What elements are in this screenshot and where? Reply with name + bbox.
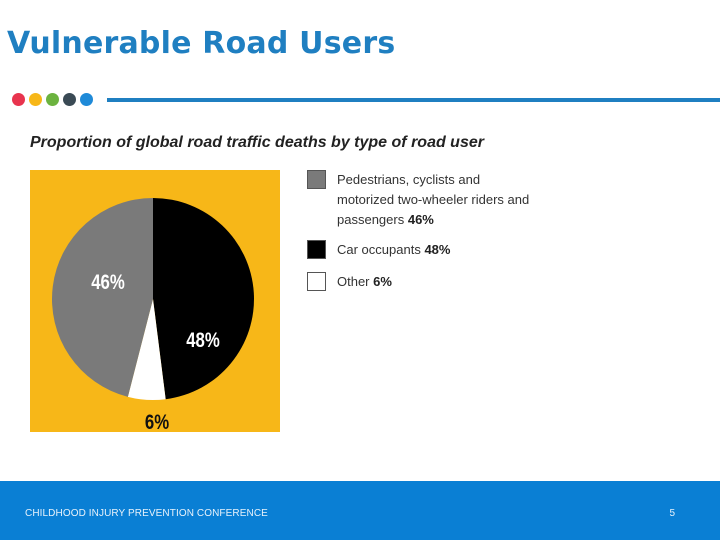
pie-slice-pedestrians — [51, 198, 153, 397]
header-dot-2 — [29, 93, 42, 106]
pie-data-label-2: 6% — [145, 411, 169, 432]
legend-label-pedestrians: Pedestrians, cyclists and motorized two-… — [337, 172, 530, 227]
legend-item-car-occupants: Car occupants 48% — [307, 240, 532, 260]
header-dot-1 — [12, 93, 25, 106]
pie-data-label-3: 46% — [91, 271, 125, 294]
decorative-dots — [12, 93, 97, 106]
pie-chart: 48% 6% 46% — [51, 198, 255, 432]
header-dot-4 — [63, 93, 76, 106]
pie-slice-other — [127, 299, 166, 400]
legend-swatch-pedestrians — [307, 170, 326, 189]
header-dot-5 — [80, 93, 93, 106]
legend-label-other: Other — [337, 274, 370, 289]
legend-value-car-occupants: 48% — [424, 242, 451, 257]
page-number: 5 — [669, 508, 675, 519]
slide-title: Vulnerable Road Users — [7, 26, 396, 61]
pie-slice-car — [153, 198, 255, 400]
footer-conference-name: CHILDHOOD INJURY PREVENTION CONFERENCE — [25, 508, 268, 519]
legend-swatch-other — [307, 272, 326, 291]
legend-value-other: 6% — [373, 274, 392, 289]
chart-title: Proportion of global road traffic deaths… — [30, 134, 484, 151]
legend-item-other: Other 6% — [307, 272, 532, 292]
header-divider — [107, 98, 720, 102]
pie-chart-panel: 48% 6% 46% — [30, 170, 280, 432]
legend-value-pedestrians: 46% — [407, 212, 434, 227]
legend-label-car-occupants: Car occupants — [337, 242, 421, 257]
header-dot-3 — [46, 93, 59, 106]
footer-bar: CHILDHOOD INJURY PREVENTION CONFERENCE 5 — [0, 481, 720, 540]
legend-item-pedestrians: Pedestrians, cyclists and motorized two-… — [307, 170, 532, 230]
pie-data-label-1: 48% — [186, 329, 220, 352]
legend-swatch-car-occupants — [307, 240, 326, 259]
